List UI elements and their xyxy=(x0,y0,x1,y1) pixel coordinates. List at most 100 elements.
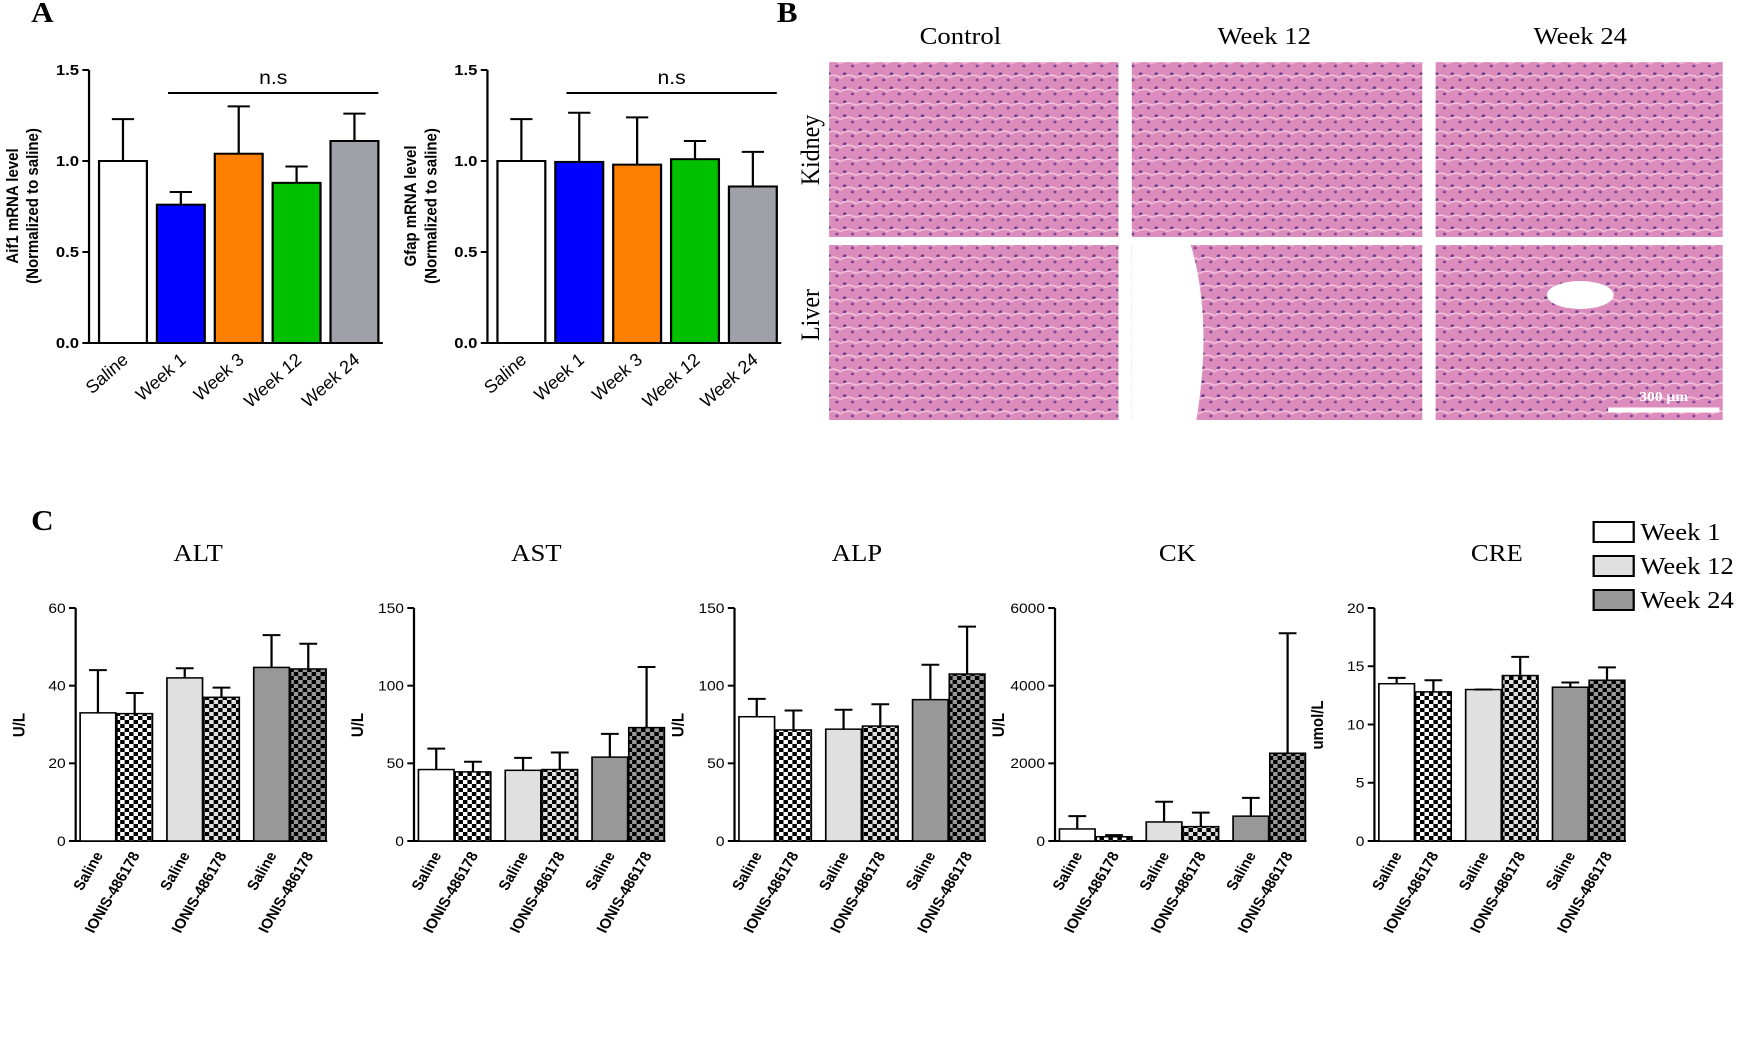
histology-image xyxy=(829,62,1119,237)
y-axis-label: U/L xyxy=(990,713,1008,737)
y-tick-label: 0.0 xyxy=(454,336,477,352)
error-bar xyxy=(514,756,532,771)
error-bar xyxy=(1191,811,1210,827)
panel-label: C xyxy=(31,506,54,536)
chart-title: CK xyxy=(1159,540,1197,566)
legend-label: Week 1 xyxy=(1640,519,1720,545)
x-tick-label: Week 12 xyxy=(239,350,306,411)
bar xyxy=(1232,815,1270,842)
y-tick-label: 0.0 xyxy=(56,336,79,352)
error-bar xyxy=(683,139,707,160)
y-tick-label: 100 xyxy=(378,679,404,694)
histology-image xyxy=(1435,62,1723,237)
histology-image xyxy=(1131,62,1423,237)
error-bar xyxy=(427,747,446,770)
error-bar xyxy=(625,116,649,165)
y-axis-label: U/L xyxy=(670,713,688,737)
bar xyxy=(1378,682,1416,842)
chart-title: AST xyxy=(511,540,562,566)
error-bar xyxy=(1155,800,1173,822)
bar xyxy=(627,726,666,842)
y-tick-label: 10 xyxy=(1347,718,1364,733)
error-bar xyxy=(510,118,533,161)
x-tick-label: Saline xyxy=(1456,850,1492,893)
column-title: Week 24 xyxy=(1534,23,1628,49)
histology-panel: 300 μm Control Week 12 Week 24 Kidney Li… xyxy=(796,23,1723,420)
row-title: Liver xyxy=(796,289,825,341)
error-bar xyxy=(125,692,144,714)
bar xyxy=(824,728,863,842)
histology-image xyxy=(1435,245,1723,420)
error-bar xyxy=(227,105,250,154)
bar xyxy=(554,160,605,344)
legend-label: Week 24 xyxy=(1640,587,1734,613)
y-tick-label: 20 xyxy=(1347,602,1364,617)
error-bar xyxy=(741,150,764,187)
row-title: Kidney xyxy=(796,114,825,185)
y-tick-label: 20 xyxy=(48,757,65,772)
error-bar xyxy=(921,663,940,700)
chart-title: ALP xyxy=(832,540,882,566)
bar xyxy=(727,185,778,344)
y-tick-label: 0 xyxy=(1356,835,1365,850)
x-tick-label: Saline xyxy=(730,850,766,893)
y-tick-label: 0 xyxy=(1036,835,1045,850)
x-tick-label: Week 1 xyxy=(529,350,589,404)
error-bar xyxy=(212,686,231,698)
x-tick-label: Saline xyxy=(1543,850,1579,893)
annotation: n.s xyxy=(658,68,686,89)
x-tick-label: Week 24 xyxy=(695,350,762,411)
y-axis-label: U/L xyxy=(11,713,29,737)
bar xyxy=(252,666,291,842)
bar xyxy=(417,768,455,842)
column-title: Control xyxy=(920,23,1002,49)
bar xyxy=(504,769,542,842)
error-bar xyxy=(1511,655,1530,676)
y-tick-label: 0 xyxy=(395,835,404,850)
y-axis-label: (Normalized to saline) xyxy=(423,128,441,284)
x-tick-label: Saline xyxy=(1137,850,1173,893)
error-bar xyxy=(1561,681,1580,688)
bar xyxy=(155,203,206,344)
bar xyxy=(97,160,149,344)
error-bar xyxy=(175,667,194,678)
bar xyxy=(1058,828,1096,842)
error-bar xyxy=(464,760,482,772)
error-bar xyxy=(169,190,192,205)
x-tick-label: Saline xyxy=(903,850,939,893)
y-tick-label: 6000 xyxy=(1010,602,1045,617)
column-title: Week 12 xyxy=(1217,23,1310,49)
bar xyxy=(496,160,547,344)
bar xyxy=(948,673,986,842)
bar xyxy=(1551,686,1589,842)
bar xyxy=(669,158,721,344)
error-bar xyxy=(834,708,853,730)
error-bar xyxy=(299,642,318,669)
y-axis-label: U/L xyxy=(349,713,367,737)
error-bar xyxy=(1424,679,1443,692)
bar xyxy=(1414,691,1453,842)
error-bar xyxy=(958,625,976,675)
error-bar xyxy=(637,666,656,728)
bar xyxy=(1588,679,1626,842)
y-tick-label: 150 xyxy=(699,602,725,617)
bar xyxy=(202,696,241,842)
y-tick-label: 60 xyxy=(48,602,65,617)
y-tick-label: 15 xyxy=(1347,660,1364,675)
bar xyxy=(1464,688,1503,842)
y-tick-label: 50 xyxy=(707,757,724,772)
x-tick-label: Saline xyxy=(1370,850,1406,893)
y-tick-label: 0 xyxy=(716,835,725,850)
y-axis-label: umol/L xyxy=(1310,700,1328,749)
vessel xyxy=(1131,245,1204,420)
y-tick-label: 1.0 xyxy=(454,154,477,170)
y-tick-label: 40 xyxy=(48,679,65,694)
x-tick-label: Week 24 xyxy=(297,350,364,411)
y-tick-label: 0.5 xyxy=(454,245,477,261)
error-bar xyxy=(285,165,308,183)
x-tick-label: Saline xyxy=(583,850,619,893)
bar xyxy=(79,712,117,842)
x-tick-label: Saline xyxy=(1050,850,1086,893)
